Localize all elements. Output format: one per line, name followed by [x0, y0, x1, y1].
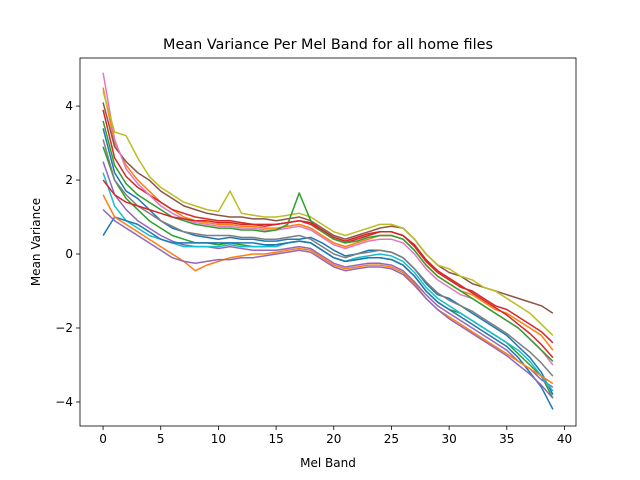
plot-area — [102, 72, 554, 410]
x-tick-label: 25 — [384, 432, 399, 446]
series-line — [102, 120, 554, 362]
x-tick-label: 10 — [211, 432, 226, 446]
series-line — [102, 194, 554, 385]
series-line — [102, 139, 554, 377]
x-tick-label: 0 — [99, 432, 107, 446]
x-tick-label: 5 — [157, 432, 165, 446]
x-axis: 0 5 10 15 20 25 30 35 40 — [99, 426, 572, 446]
x-tick-label: 30 — [441, 432, 456, 446]
x-tick-label: 40 — [557, 432, 572, 446]
series-line — [102, 179, 554, 359]
plot-frame — [79, 57, 577, 427]
y-axis-label: Mean Variance — [29, 198, 43, 286]
y-axis: −4 −2 0 2 4 — [55, 99, 80, 409]
chart-title: Mean Variance Per Mel Band for all home … — [163, 37, 493, 53]
x-axis-label: Mel Band — [300, 456, 356, 470]
series-line — [102, 216, 554, 410]
y-tick-label: 2 — [65, 173, 73, 187]
y-tick-label: 4 — [65, 99, 73, 113]
x-tick-label: 20 — [326, 432, 341, 446]
x-tick-label: 15 — [268, 432, 283, 446]
series-line — [102, 91, 554, 336]
series-line — [102, 87, 554, 351]
x-tick-label: 35 — [499, 432, 514, 446]
y-tick-label: −2 — [55, 321, 73, 335]
series-line — [102, 102, 554, 314]
y-tick-label: −4 — [55, 395, 73, 409]
series-line — [102, 128, 554, 395]
y-tick-label: 0 — [65, 247, 73, 261]
series-line — [102, 209, 554, 399]
